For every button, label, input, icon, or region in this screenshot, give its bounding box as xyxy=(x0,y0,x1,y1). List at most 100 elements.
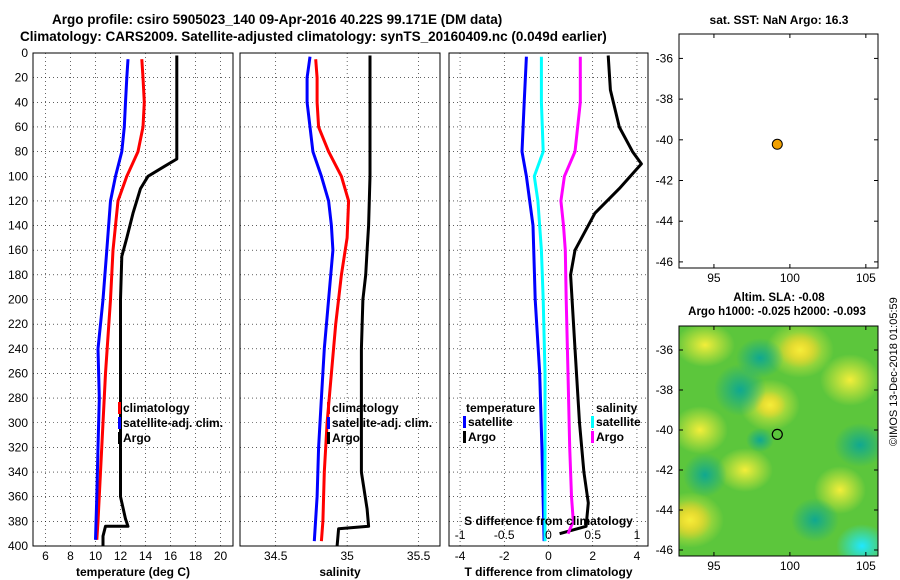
legend-label: satellite-adj. clim. xyxy=(332,416,432,430)
x-tick-label: 10 xyxy=(89,549,103,563)
y-tick-label: 400 xyxy=(8,539,28,553)
sla-map-title-line2: Argo h1000: -0.025 h2000: -0.093 xyxy=(688,306,866,318)
legend-label: Argo xyxy=(123,431,151,445)
sst-map: sat. SST: NaN Argo: 16.3 95 100 105 -36 -38 -… xyxy=(656,13,879,285)
legend-swatch xyxy=(327,432,330,444)
map-y-tick-label: -46 xyxy=(656,543,674,557)
legend-swatch xyxy=(463,416,466,428)
x2-tick-label: -0.5 xyxy=(494,528,515,542)
legend-swatch xyxy=(327,417,330,429)
legend-label: satellite xyxy=(596,415,641,429)
series-line-argo xyxy=(101,55,179,546)
legend-label: satellite xyxy=(468,415,513,429)
x-tick-label: 8 xyxy=(67,549,74,563)
series-line-climatology xyxy=(95,59,146,540)
map-x-tick-label: 95 xyxy=(707,559,721,573)
x-tick-label: 34.5 xyxy=(264,549,288,563)
argo-location-marker xyxy=(771,138,783,150)
map-x-tick-label: 105 xyxy=(856,559,876,573)
temperature-panel: 6 8 10 12 14 16 18 2002040608010012014016018020… xyxy=(8,46,234,579)
legend-swatch xyxy=(327,402,330,414)
imos-timestamp: ©IMOS 13-Dec-2018 01:05:59 xyxy=(888,297,900,446)
y-tick-label: 340 xyxy=(8,465,28,479)
legend-label: Argo xyxy=(332,431,360,445)
y-tick-label: 220 xyxy=(8,317,28,331)
x-axis-label: salinity xyxy=(319,565,361,579)
map-y-tick-label: -42 xyxy=(656,174,674,188)
y-tick-label: 160 xyxy=(8,243,28,257)
map-y-tick-label: -38 xyxy=(656,92,674,106)
map-x-tick-label: 105 xyxy=(856,271,876,285)
x2-tick-label: 0.5 xyxy=(584,528,601,542)
salinity-panel: 34.5 35 35.5 salinity climatologysatellite-a… xyxy=(239,52,441,579)
legend-header-salinity: salinity xyxy=(596,401,638,415)
map-y-tick-label: -36 xyxy=(656,343,674,357)
x-tick-label: 2 xyxy=(589,549,596,563)
legend-swatch xyxy=(463,431,466,443)
sst-map-frame xyxy=(678,33,879,269)
y-tick-label: 380 xyxy=(8,514,28,528)
legend-label: Argo xyxy=(596,430,624,444)
map-y-tick-label: -42 xyxy=(656,463,674,477)
plot-frame xyxy=(239,52,441,547)
x2-axis-label: S difference from climatology xyxy=(464,514,633,528)
legend-label: climatology xyxy=(332,401,399,415)
map-y-tick-label: -40 xyxy=(656,133,674,147)
y-tick-label: 100 xyxy=(8,169,28,183)
y-tick-label: 300 xyxy=(8,416,28,430)
y-tick-label: 280 xyxy=(8,391,28,405)
x-tick-label: -2 xyxy=(499,549,510,563)
series-line-argo xyxy=(335,55,372,547)
y-tick-label: 120 xyxy=(8,194,28,208)
y-tick-label: 20 xyxy=(15,71,29,85)
legend-label: Argo xyxy=(468,430,496,444)
sla-map-title-line1: Altim. SLA: -0.08 xyxy=(733,292,825,304)
legend-swatch xyxy=(118,402,121,414)
difference-panel: -4 -2 0 2 4T difference from climatology temp… xyxy=(448,52,649,579)
x2-tick-label: -1 xyxy=(455,528,466,542)
map-y-tick-label: -46 xyxy=(656,255,674,269)
y-tick-label: 40 xyxy=(15,95,29,109)
legend-swatch xyxy=(118,432,121,444)
series-line-s-satellite xyxy=(532,56,547,542)
sst-map-title: sat. SST: NaN Argo: 16.3 xyxy=(710,13,849,27)
x2-tick-label: 0 xyxy=(545,528,552,542)
series-line-satellite-adj-clim- xyxy=(94,59,130,540)
legend-swatch xyxy=(591,416,594,428)
map-y-tick-label: -44 xyxy=(656,503,674,517)
x-tick-label: 20 xyxy=(214,549,228,563)
map-y-tick-label: -44 xyxy=(656,214,674,228)
sla-map-frame xyxy=(678,325,879,557)
y-tick-label: 240 xyxy=(8,342,28,356)
map-x-tick-label: 100 xyxy=(780,271,800,285)
x-tick-label: 14 xyxy=(139,549,153,563)
y-tick-label: 320 xyxy=(8,440,28,454)
x-tick-label: -4 xyxy=(455,549,466,563)
x-tick-label: 0 xyxy=(545,549,552,563)
map-y-tick-label: -40 xyxy=(656,423,674,437)
series-line-t-argo xyxy=(559,55,643,536)
y-tick-label: 200 xyxy=(8,293,28,307)
x-tick-label: 4 xyxy=(634,549,641,563)
y-tick-label: 360 xyxy=(8,490,28,504)
map-x-tick-label: 100 xyxy=(780,559,800,573)
x-tick-label: 35.5 xyxy=(407,549,431,563)
legend-swatch xyxy=(118,417,121,429)
x-axis-label: T difference from climatology xyxy=(464,565,632,579)
x-tick-label: 18 xyxy=(189,549,203,563)
series-line-climatology xyxy=(314,59,351,542)
y-tick-label: 60 xyxy=(15,120,29,134)
chart-title-line1: Argo profile: csiro 5905023_140 09-Apr-2… xyxy=(52,12,503,27)
x2-tick-label: 1 xyxy=(634,528,641,542)
x-axis-label: temperature (deg C) xyxy=(76,565,190,579)
y-tick-label: 0 xyxy=(21,46,28,60)
y-tick-label: 140 xyxy=(8,219,28,233)
plot-frame xyxy=(32,52,234,547)
legend-label: satellite-adj. clim. xyxy=(123,416,223,430)
y-tick-label: 80 xyxy=(15,145,29,159)
legend-swatch xyxy=(591,431,594,443)
series-line-s-argo xyxy=(559,56,582,535)
argo-location-circle xyxy=(771,428,783,440)
x-tick-label: 6 xyxy=(42,549,49,563)
